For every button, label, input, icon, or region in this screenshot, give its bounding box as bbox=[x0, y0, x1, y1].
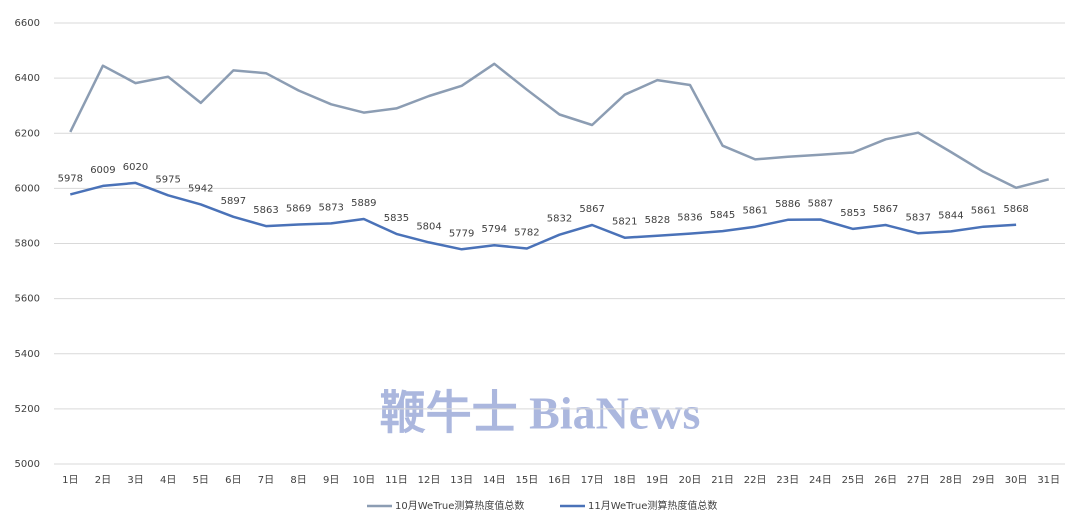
y-tick-label: 5000 bbox=[15, 459, 40, 470]
x-tick-label: 16日 bbox=[548, 475, 571, 486]
x-tick-label: 6日 bbox=[225, 475, 241, 486]
data-label: 5889 bbox=[351, 198, 376, 209]
data-label: 5821 bbox=[612, 217, 637, 228]
x-tick-label: 1日 bbox=[62, 475, 78, 486]
legend-label: 10月WeTrue测算热度值总数 bbox=[395, 499, 524, 512]
data-label: 5794 bbox=[482, 224, 507, 235]
x-tick-label: 27日 bbox=[907, 475, 930, 486]
data-label: 5873 bbox=[318, 202, 343, 213]
data-label: 5869 bbox=[286, 203, 311, 214]
series-line bbox=[69, 62, 1050, 190]
x-tick-label: 26日 bbox=[874, 475, 897, 486]
data-label: 5844 bbox=[938, 210, 963, 221]
data-label: 6009 bbox=[90, 165, 115, 176]
x-tick-label: 29日 bbox=[972, 475, 995, 486]
x-tick-label: 5日 bbox=[193, 475, 209, 486]
data-label: 5897 bbox=[221, 196, 246, 207]
y-tick-label: 5200 bbox=[15, 404, 40, 415]
x-tick-label: 23日 bbox=[776, 475, 799, 486]
data-label: 5942 bbox=[188, 183, 213, 194]
data-label: 5867 bbox=[579, 204, 604, 215]
data-label: 5804 bbox=[416, 221, 441, 232]
data-label: 5782 bbox=[514, 227, 539, 238]
x-tick-label: 8日 bbox=[290, 475, 306, 486]
data-label: 5886 bbox=[775, 199, 800, 210]
data-label: 5978 bbox=[58, 173, 83, 184]
data-label: 5837 bbox=[906, 212, 931, 223]
x-tick-label: 28日 bbox=[939, 475, 962, 486]
data-label: 5832 bbox=[547, 214, 572, 225]
x-tick-label: 24日 bbox=[809, 475, 832, 486]
x-tick-label: 4日 bbox=[160, 475, 176, 486]
x-tick-label: 30日 bbox=[1005, 475, 1028, 486]
x-tick-label: 25日 bbox=[842, 475, 865, 486]
x-tick-label: 31日 bbox=[1037, 475, 1060, 486]
y-tick-label: 6400 bbox=[15, 73, 40, 84]
series-line bbox=[69, 181, 1017, 251]
x-tick-label: 19日 bbox=[646, 475, 669, 486]
x-tick-label: 21日 bbox=[711, 475, 734, 486]
data-label: 5975 bbox=[155, 174, 180, 185]
data-label: 5828 bbox=[645, 215, 670, 226]
x-tick-label: 15日 bbox=[516, 475, 539, 486]
x-tick-label: 18日 bbox=[613, 475, 636, 486]
x-tick-label: 10日 bbox=[352, 475, 375, 486]
y-tick-label: 6000 bbox=[15, 183, 40, 194]
data-label: 5868 bbox=[1003, 204, 1028, 215]
x-tick-label: 9日 bbox=[323, 475, 339, 486]
y-tick-label: 6600 bbox=[15, 18, 40, 29]
x-tick-label: 22日 bbox=[744, 475, 767, 486]
x-tick-label: 14日 bbox=[483, 475, 506, 486]
y-tick-label: 5400 bbox=[15, 349, 40, 360]
x-tick-label: 7日 bbox=[258, 475, 274, 486]
data-label: 6020 bbox=[123, 162, 148, 173]
grid bbox=[54, 22, 1065, 465]
x-tick-label: 17日 bbox=[581, 475, 604, 486]
data-label: 5779 bbox=[449, 228, 474, 239]
x-tick-label: 3日 bbox=[127, 475, 143, 486]
data-label: 5835 bbox=[384, 213, 409, 224]
watermark: 鞭牛士 BiaNews bbox=[380, 388, 701, 439]
x-tick-label: 20日 bbox=[679, 475, 702, 486]
y-tick-label: 5800 bbox=[15, 239, 40, 250]
data-label: 5861 bbox=[971, 206, 996, 217]
data-label: 5861 bbox=[742, 206, 767, 217]
x-tick-label: 11日 bbox=[385, 475, 408, 486]
x-tick-label: 12日 bbox=[418, 475, 441, 486]
data-label: 5836 bbox=[677, 213, 702, 224]
y-tick-label: 5600 bbox=[15, 294, 40, 305]
data-label: 5887 bbox=[808, 199, 833, 210]
x-tick-label: 13日 bbox=[450, 475, 473, 486]
x-tick-label: 2日 bbox=[95, 475, 111, 486]
data-label: 5867 bbox=[873, 204, 898, 215]
data-label: 5845 bbox=[710, 210, 735, 221]
data-label: 5863 bbox=[253, 205, 278, 216]
legend-label: 11月WeTrue测算热度值总数 bbox=[588, 499, 717, 512]
data-label: 5853 bbox=[840, 208, 865, 219]
y-tick-label: 6200 bbox=[15, 128, 40, 139]
